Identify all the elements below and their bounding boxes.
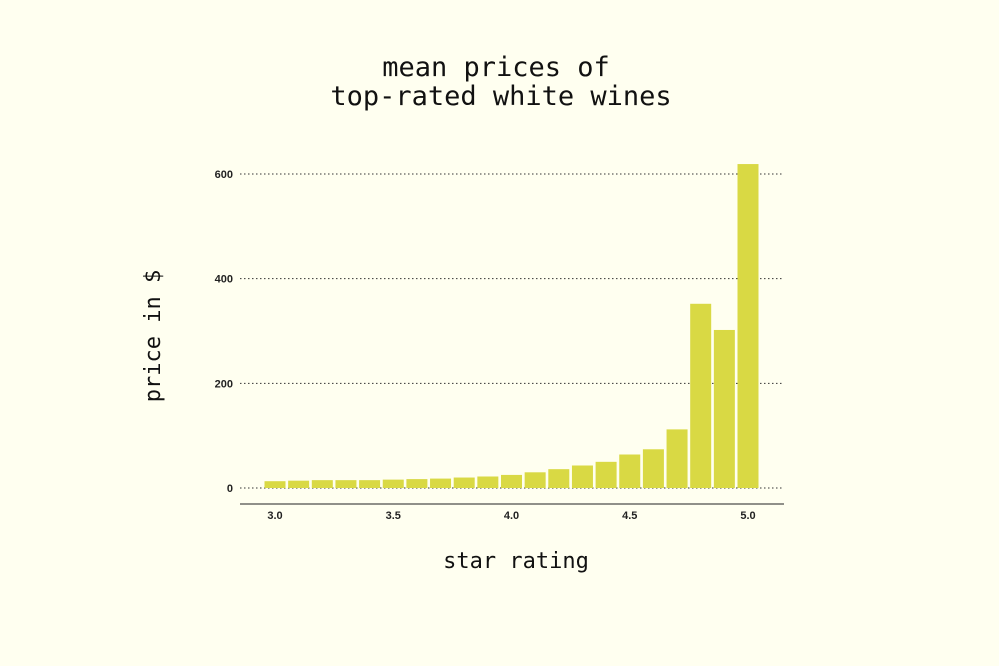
bar (524, 472, 546, 488)
bar (571, 465, 593, 488)
x-tick-label: 5.0 (740, 510, 755, 522)
x-tick-labels: 3.0 3.5 4.0 4.5 5.0 (267, 510, 755, 522)
bar (713, 329, 735, 488)
x-axis-title: star rating (443, 549, 589, 574)
chart-title-line-1: mean prices of (382, 52, 610, 83)
bar (477, 476, 499, 488)
bar (595, 461, 617, 488)
bar (335, 480, 357, 488)
bar (737, 164, 759, 488)
bar (501, 474, 522, 488)
y-axis-title: price in $ (141, 270, 166, 402)
bar (264, 481, 286, 488)
bar (453, 477, 475, 488)
chart-title-line-2: top-rated white wines (330, 81, 671, 112)
bar (666, 429, 688, 488)
bar (548, 469, 570, 488)
bar (288, 480, 310, 488)
y-tick-label: 200 (215, 378, 233, 390)
bar (642, 449, 664, 488)
x-tick-label: 3.5 (386, 510, 401, 522)
bar (619, 454, 641, 488)
x-tick-label: 3.0 (267, 510, 282, 522)
bar (359, 480, 381, 488)
x-tick-label: 4.0 (504, 510, 519, 522)
bar (382, 479, 404, 488)
bar (406, 479, 428, 488)
bar (690, 303, 712, 488)
x-tick-label: 4.5 (622, 510, 637, 522)
bar (311, 480, 333, 488)
y-tick-labels: 0 200 400 600 (215, 169, 233, 495)
y-tick-label: 0 (227, 483, 233, 495)
y-tick-label: 400 (215, 274, 233, 286)
bar-series (264, 164, 759, 488)
y-tick-label: 600 (215, 169, 233, 181)
bar (430, 478, 452, 488)
